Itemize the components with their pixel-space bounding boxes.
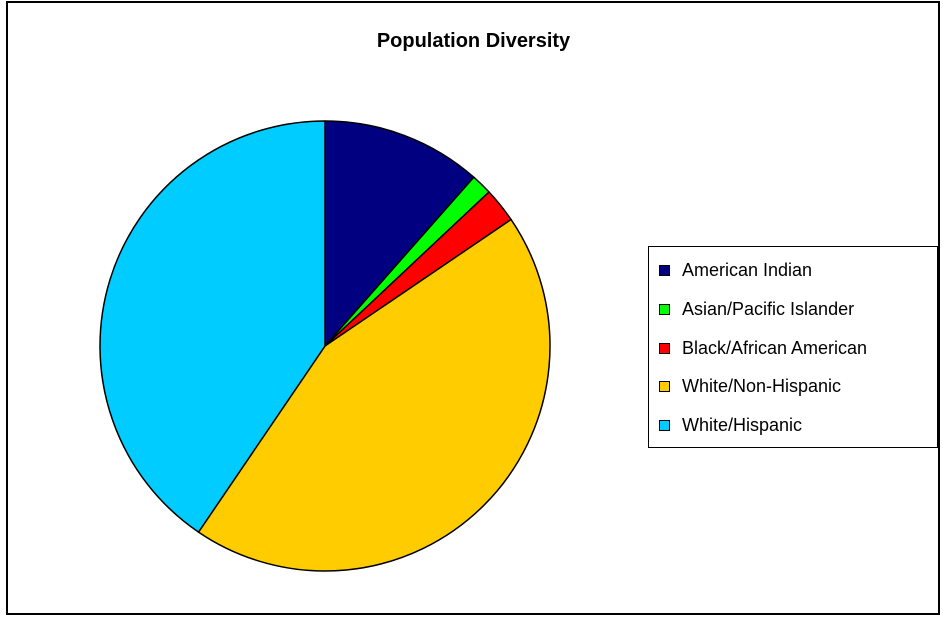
legend-label: American Indian [682, 259, 813, 280]
legend-swatch [659, 303, 670, 315]
pie-slice [324, 120, 475, 347]
legend-label: Black/African American [682, 337, 868, 358]
legend-swatch [659, 380, 670, 392]
legend-item: American Indian [659, 257, 812, 283]
pie-slice [99, 120, 326, 533]
legend-item: White/Hispanic [659, 412, 802, 438]
legend-label: White/Non-Hispanic [682, 375, 842, 396]
legend-item: Asian/Pacific Islander [659, 296, 854, 322]
legend-label: White/Hispanic [682, 414, 803, 435]
legend-swatch [659, 419, 670, 431]
pie-slice [197, 218, 551, 572]
legend-swatch [659, 264, 670, 276]
chart-legend: American Indian Asian/Pacific Islander B… [648, 246, 938, 448]
legend-item: White/Non-Hispanic [659, 373, 841, 399]
chart-title: Population Diversity [376, 30, 571, 52]
legend-swatch [659, 342, 670, 354]
legend-label: Asian/Pacific Islander [682, 298, 855, 319]
legend-item: Black/African American [659, 335, 867, 361]
